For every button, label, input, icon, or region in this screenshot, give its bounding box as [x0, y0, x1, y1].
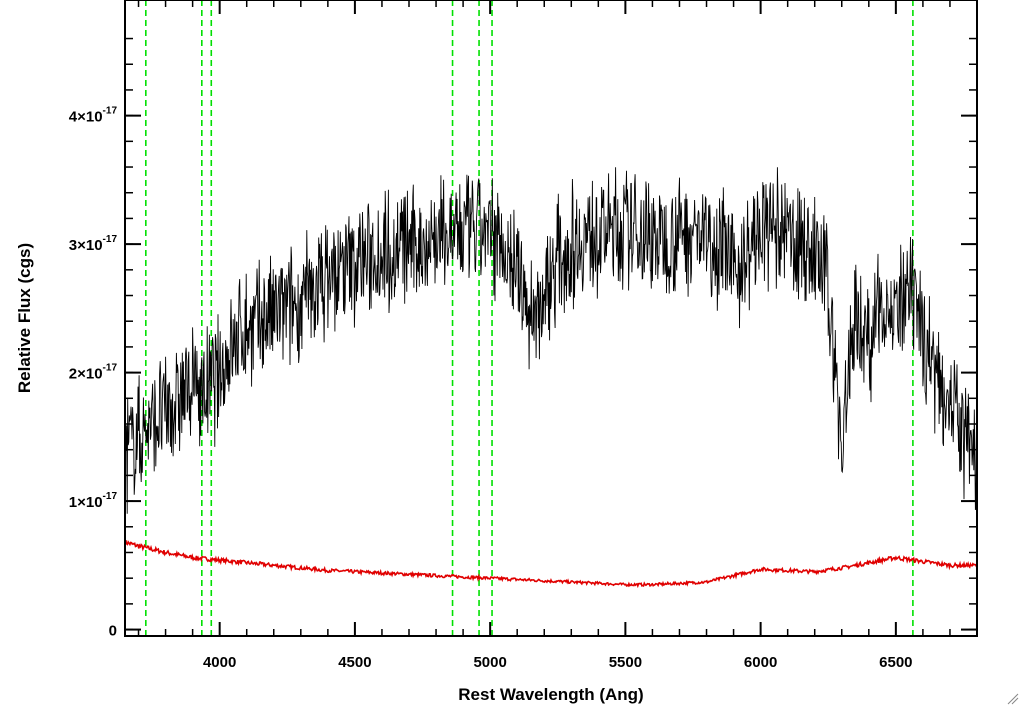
y-tick-label: 4×10-17: [69, 106, 118, 126]
x-tick-label: 6000: [744, 654, 777, 671]
x-tick-label: 5000: [473, 654, 506, 671]
resize-grip-icon[interactable]: [1007, 693, 1019, 705]
plot-frame: [124, 0, 978, 637]
series-line-spectrum: [124, 167, 978, 514]
x-axis-title: Rest Wavelength (Ang): [458, 685, 643, 704]
y-tick-label: 3×10-17: [69, 234, 118, 254]
error-series: [124, 540, 978, 589]
series-line-error: [124, 540, 978, 589]
x-tick-label: 5500: [609, 654, 642, 671]
y-tick-label: 0: [109, 623, 117, 640]
y-tick-label: 1×10-17: [69, 491, 118, 511]
x-tick-label: 4500: [338, 654, 371, 671]
spectrum-series: [124, 167, 978, 514]
y-axis-title: Relative Flux (cgs): [15, 243, 34, 393]
y-axis: 0 1×10-17 2×10-17 3×10-17 4×10-17: [69, 37, 977, 640]
x-tick-label: 4000: [203, 654, 236, 671]
reference-lines: [145, 0, 914, 636]
x-tick-label: 6500: [879, 654, 912, 671]
x-axis: 4000 4500 5000 5500 6000 6500: [137, 0, 978, 671]
y-tick-label: 2×10-17: [69, 363, 118, 383]
